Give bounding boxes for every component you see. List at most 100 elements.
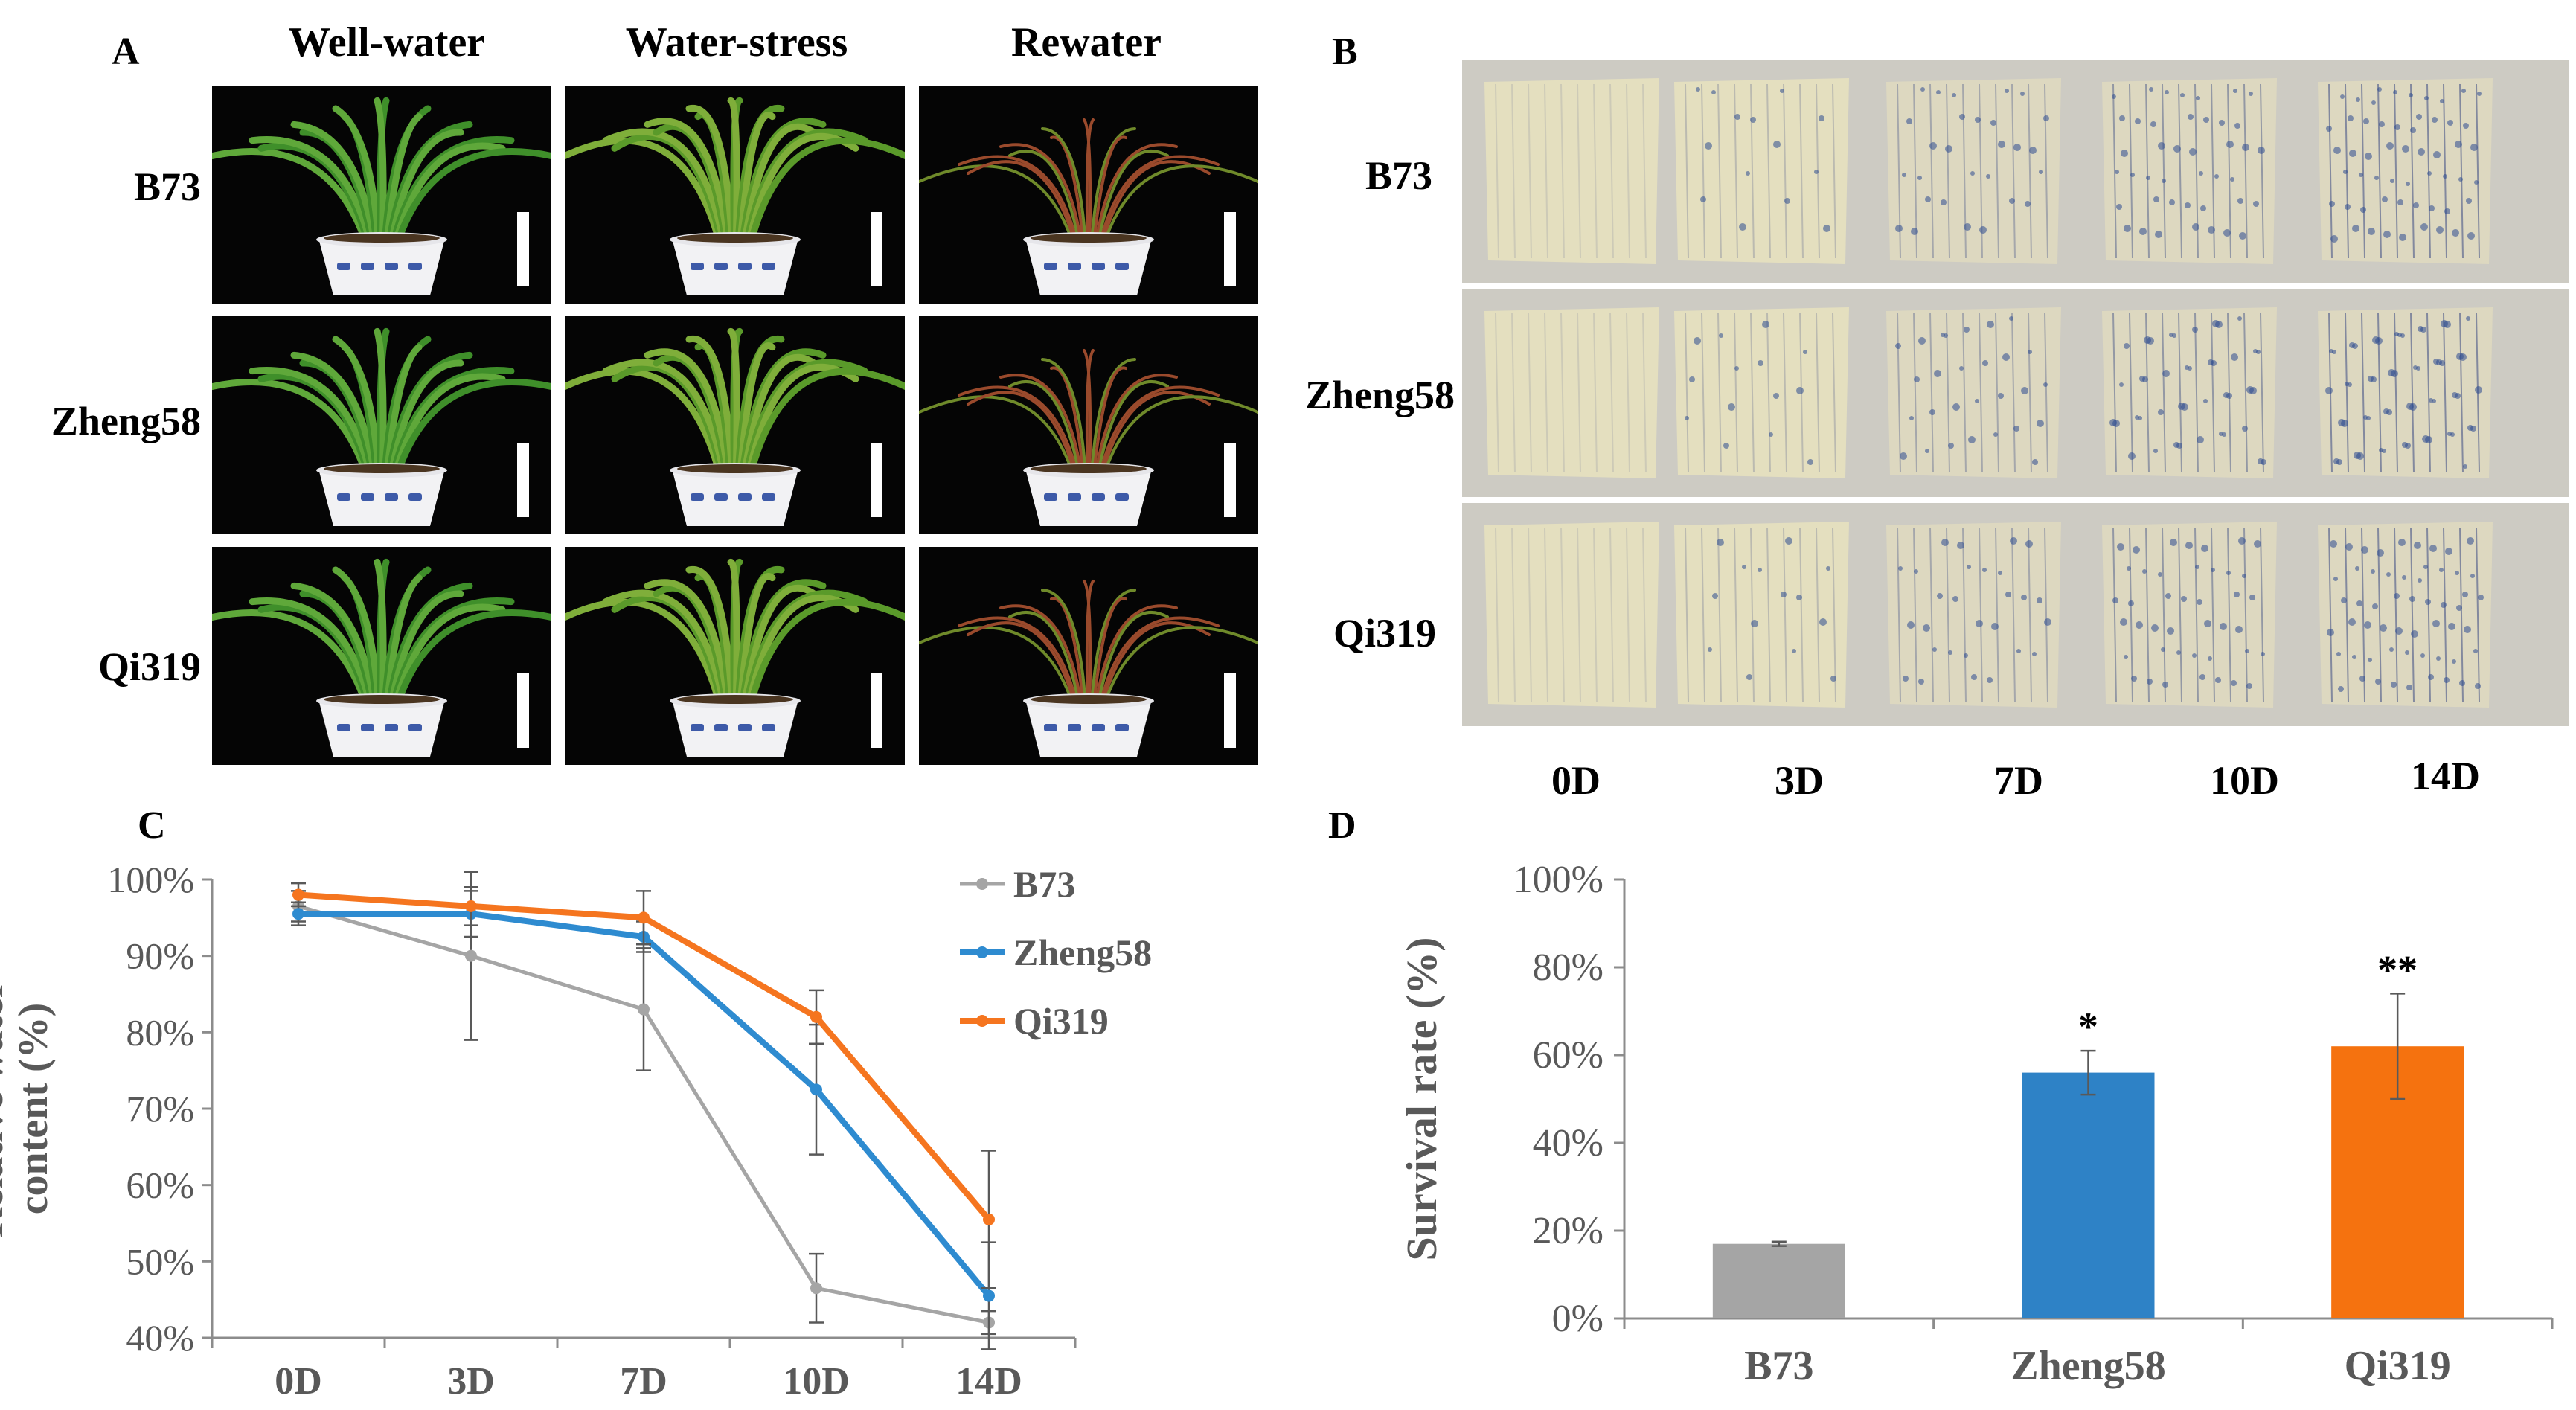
stain-spot: [1952, 93, 1956, 97]
stain-spot: [1982, 568, 1987, 572]
stain-spot: [2124, 655, 2128, 659]
pot-pattern: [1068, 493, 1081, 501]
stain-spot: [2391, 682, 2397, 688]
leaf: [383, 344, 423, 480]
vein: [1544, 313, 1548, 473]
vein: [1593, 83, 1598, 259]
stain-spot: [2475, 386, 2482, 394]
leaf: [1094, 374, 1178, 478]
stain-spot: [1959, 366, 1964, 371]
vein: [1609, 313, 1614, 473]
vein: [2129, 83, 2133, 259]
vein: [2044, 83, 2048, 259]
vein: [1577, 527, 1581, 702]
stain-spot: [2203, 117, 2209, 123]
stain-spot: [2341, 597, 2347, 603]
vein: [1685, 313, 1689, 473]
stain-spot: [2242, 574, 2246, 578]
vein: [1783, 83, 1787, 259]
vein: [2194, 527, 2199, 702]
stain-spot: [2414, 542, 2421, 549]
relative-water-content-line-chart: 40% 50% 60% 70% 80% 90% 100% 0D 3D 7D 10D 14D Relati…: [0, 859, 1152, 1403]
stain-spot: [2109, 419, 2117, 426]
stain-spot: [2192, 223, 2199, 231]
vein: [1495, 313, 1499, 473]
stain-spot: [1971, 674, 1977, 680]
vein: [2410, 313, 2415, 473]
plant-illustration: [565, 97, 905, 295]
vein: [2459, 83, 2464, 259]
stain-spot: [2005, 592, 2011, 597]
stain-spot: [2119, 115, 2125, 121]
stain-spot: [1758, 360, 1763, 366]
stain-spot: [2214, 174, 2219, 179]
vein: [1783, 313, 1787, 473]
leaf: [1092, 366, 1127, 478]
stain-spot: [2371, 569, 2375, 574]
leaf: [967, 621, 1077, 708]
pot-pattern: [714, 493, 728, 501]
stain-spot: [2477, 92, 2482, 96]
stain-spot: [1696, 87, 1700, 92]
stain-spot: [2452, 392, 2458, 398]
vein: [2260, 83, 2264, 259]
vein: [2476, 527, 2480, 702]
stain-spot: [2371, 100, 2376, 105]
leaf: [1096, 610, 1169, 708]
d-significance-mark: *: [2078, 1004, 2098, 1049]
plant-illustration: [565, 327, 905, 526]
stain-spot: [2010, 537, 2017, 545]
stain-spot: [2246, 683, 2252, 689]
stain-spot: [2433, 151, 2441, 158]
pot: [1025, 699, 1152, 757]
stain-spot: [2470, 574, 2475, 578]
stain-spot: [1925, 449, 1929, 453]
leaf: [958, 616, 1080, 708]
stain-spot: [2388, 369, 2395, 376]
stain-spot: [2433, 359, 2439, 365]
pot: [1025, 238, 1152, 295]
stain-spot: [2169, 199, 2175, 205]
stain-spot: [2368, 658, 2372, 662]
vein: [2361, 83, 2365, 259]
stain-spot: [2237, 198, 2243, 204]
leaf: [602, 128, 728, 249]
stain-spot: [2436, 656, 2441, 661]
stain-spot: [2445, 548, 2452, 555]
stain-spot: [2223, 229, 2231, 237]
stain-spot: [1918, 679, 1924, 685]
stain-spot: [1902, 173, 1906, 177]
stain-spot: [2359, 173, 2363, 177]
stain-spot: [2124, 225, 2131, 232]
stain-spot: [2178, 403, 2185, 410]
c-point-qi319: [638, 911, 650, 924]
stain-spot: [2195, 565, 2199, 569]
stain-spot: [2348, 115, 2354, 121]
stain-spot: [2201, 545, 2208, 552]
stain-spot: [2432, 620, 2440, 627]
vein: [1577, 313, 1581, 473]
staining-row-zheng58: [1462, 289, 2569, 497]
leaf: [290, 351, 379, 480]
stain-spot: [1900, 452, 1907, 460]
stain-spot: [2169, 333, 2173, 337]
vein: [1995, 83, 1999, 259]
stain-spot: [1923, 624, 1930, 632]
pot: [672, 469, 798, 526]
c-x-tick-label: 7D: [620, 1360, 667, 1403]
pot: [1025, 469, 1152, 526]
leaf: [1050, 366, 1086, 478]
stain-spot: [2379, 448, 2383, 452]
vein: [1929, 313, 1934, 473]
vein: [2129, 313, 2133, 473]
stain-spot: [1750, 117, 1756, 123]
stain-spot: [2043, 115, 2049, 121]
c-point-zheng58: [292, 908, 304, 920]
stain-spot: [1830, 676, 1836, 682]
leaf: [1102, 164, 1258, 247]
leaf: [746, 368, 905, 480]
pot: [318, 238, 445, 295]
scale-bar: [1224, 443, 1236, 517]
plant-photo-zheng58-stress: [565, 316, 905, 534]
leaf: [737, 342, 776, 480]
